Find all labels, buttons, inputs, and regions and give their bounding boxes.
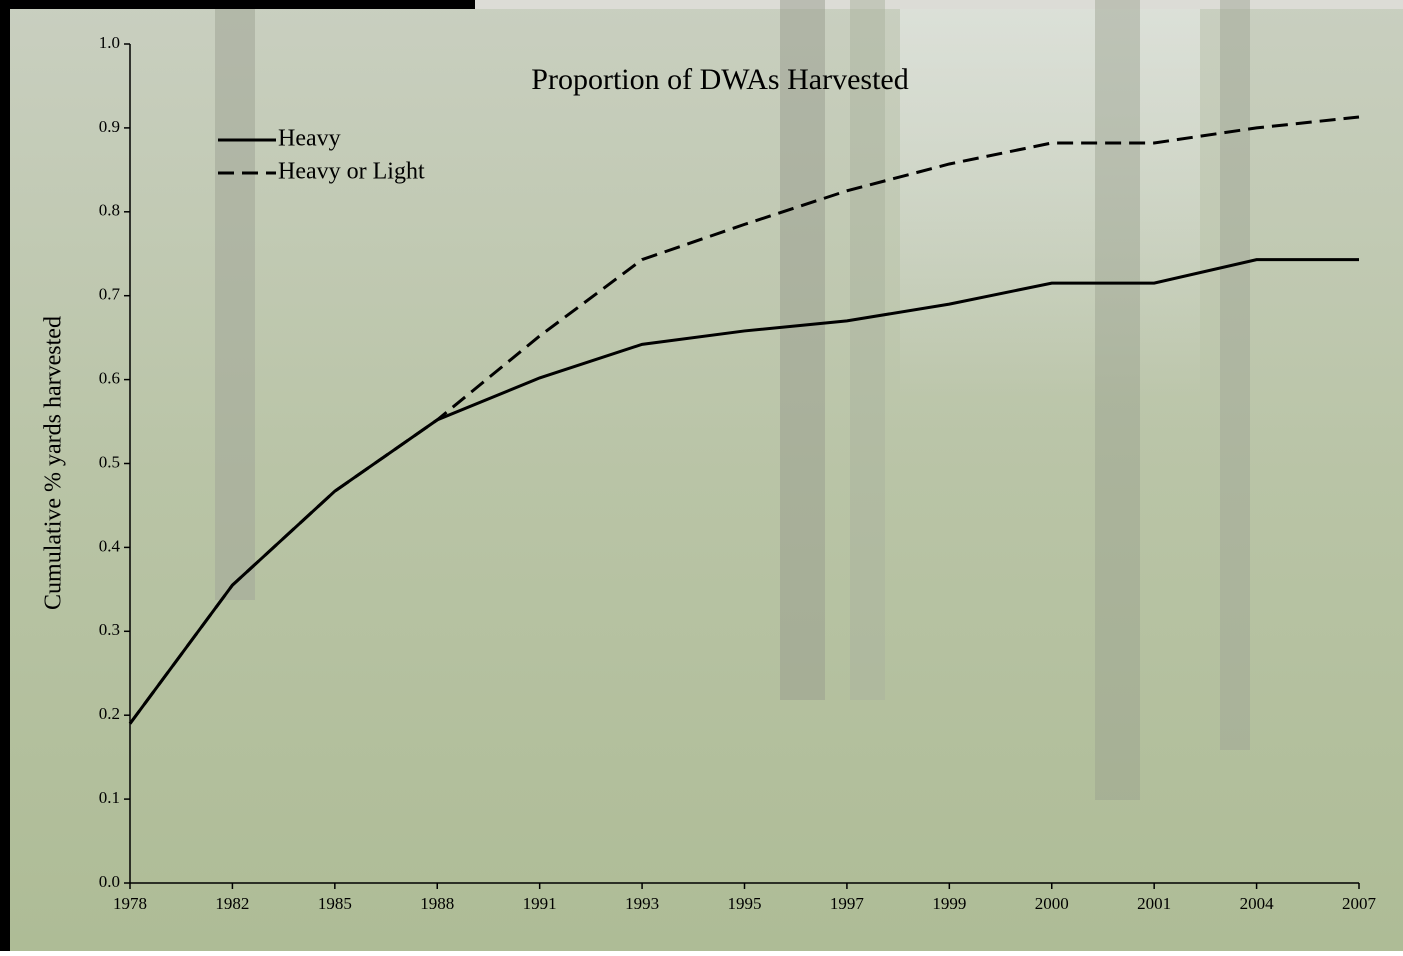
y-tick-label: 0.7 xyxy=(99,285,121,304)
x-tick-label: 2004 xyxy=(1240,894,1275,913)
y-tick-label: 0.8 xyxy=(99,201,120,220)
x-tick-label: 1995 xyxy=(728,894,762,913)
x-tick-label: 1999 xyxy=(932,894,966,913)
y-tick-label: 0.9 xyxy=(99,117,120,136)
y-axis-label: Cumulative % yards harvested xyxy=(41,316,67,610)
y-tick-label: 1.0 xyxy=(99,33,120,52)
y-tick-label: 0.2 xyxy=(99,704,120,723)
legend-label: Heavy xyxy=(278,126,341,152)
y-tick-label: 0.0 xyxy=(99,872,120,891)
legend-label: Heavy or Light xyxy=(278,159,425,185)
chart-title: Proportion of DWAs Harvested xyxy=(531,63,908,96)
y-tick-label: 0.4 xyxy=(99,536,121,555)
x-tick-label: 1997 xyxy=(830,894,865,913)
x-tick-label: 1985 xyxy=(318,894,352,913)
y-tick-label: 0.5 xyxy=(99,452,120,471)
x-tick-label: 1988 xyxy=(420,894,454,913)
x-tick-label: 2007 xyxy=(1342,894,1377,913)
chart: Proportion of DWAs Harvested Cumulative … xyxy=(0,0,1403,951)
x-tick-label: 2001 xyxy=(1137,894,1171,913)
y-tick-label: 0.3 xyxy=(99,620,120,639)
x-tick-label: 2000 xyxy=(1035,894,1069,913)
y-tick-label: 0.1 xyxy=(99,788,120,807)
x-tick-label: 1991 xyxy=(523,894,557,913)
page: Proportion of DWAs Harvested Cumulative … xyxy=(0,0,1403,951)
x-tick-label: 1978 xyxy=(113,894,147,913)
y-tick-label: 0.6 xyxy=(99,369,120,388)
x-tick-label: 1982 xyxy=(215,894,249,913)
x-tick-label: 1993 xyxy=(625,894,659,913)
background xyxy=(0,0,1403,951)
